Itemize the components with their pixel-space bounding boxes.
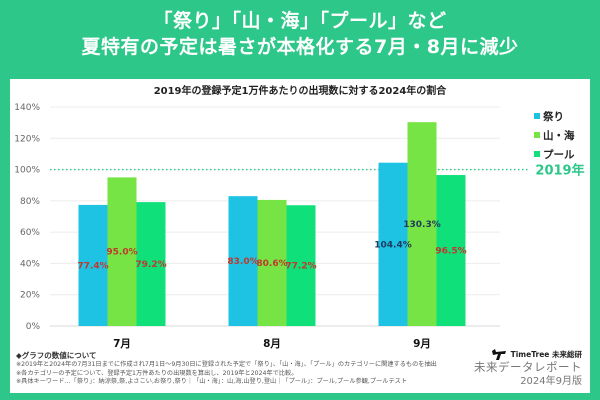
y-tick-label: 60% — [20, 228, 40, 238]
headline-line-2: 夏特有の予定は暑さが本格化する7月・8月に減少 — [81, 36, 519, 58]
bar — [228, 196, 258, 326]
y-tick-label: 140% — [14, 103, 40, 113]
legend-swatch — [534, 132, 540, 138]
notes-line-3: ※具体キーワード…「祭り」：納涼祭,祭,よさこい,お祭り,祭り｜「山・海」：山,… — [16, 378, 408, 385]
legend-swatch — [534, 151, 540, 157]
bar-value-label: 80.6% — [256, 259, 287, 269]
bar-value-label: 83.0% — [227, 257, 258, 267]
notes-line-1: ※2019年と2024年の7月31日までに作成され7月1日〜9月30日に登録され… — [16, 361, 437, 368]
notes-heading: ◆グラフの数値について — [16, 351, 97, 360]
legend-label: 山・海 — [543, 129, 575, 142]
bar — [257, 199, 287, 326]
legend-label: プール — [543, 148, 575, 161]
bars — [78, 122, 466, 326]
bar-value-label: 79.2% — [135, 260, 166, 270]
bar — [378, 162, 408, 326]
chart-title: 2019年の登録予定1万件あたりの出現数に対する2024年の割合 — [154, 84, 448, 97]
y-tick-label: 100% — [14, 166, 40, 176]
y-tick-label: 120% — [14, 134, 40, 144]
bar-value-label: 95.0% — [106, 248, 137, 258]
bar-value-label: 96.5% — [435, 247, 466, 257]
bar-value-label: 130.3% — [403, 220, 441, 230]
bar — [436, 175, 466, 326]
reference-line-group: 2019年 — [50, 163, 585, 179]
bar — [136, 202, 166, 326]
bar — [407, 122, 437, 326]
chart-panel: 2019年の登録予定1万件あたりの出現数に対する2024年の割合 0% 20% 40… — [10, 79, 590, 393]
y-axis-ticks: 0% 20% 40% 60% 80% 100% 120% 140% — [14, 103, 40, 332]
x-category-label: 9月 — [413, 338, 431, 350]
headline: 「祭り」「山・海」「プール」など 夏特有の予定は暑さが本格化する7月・8月に減少 — [0, 8, 600, 60]
notes-line-2: ※各カテゴリーの予定について、登録予定1万件あたりの出現数を算出し、2019年と… — [16, 369, 298, 377]
x-category-label: 8月 — [263, 338, 281, 350]
x-category-label: 7月 — [113, 338, 131, 350]
legend-label: 祭り — [542, 110, 564, 123]
bar-value-label: 77.2% — [285, 262, 316, 272]
bar-value-label: 104.4% — [374, 240, 412, 250]
bar-value-label: 77.4% — [77, 261, 108, 271]
bar-chart: 2019年の登録予定1万件あたりの出現数に対する2024年の割合 0% 20% 40… — [14, 84, 585, 350]
reference-line-label: 2019年 — [535, 163, 584, 179]
legend-swatch — [534, 113, 540, 119]
y-tick-label: 0% — [26, 322, 41, 332]
y-tick-label: 80% — [20, 197, 40, 207]
bar — [78, 204, 108, 326]
headline-line-1: 「祭り」「山・海」「プール」など — [153, 10, 447, 32]
timetree-logo-icon — [491, 349, 506, 360]
notes: ◆グラフの数値について ※2019年と2024年の7月31日までに作成され7月1… — [16, 351, 456, 387]
report-title: 未来データレポート — [474, 360, 582, 374]
brand-name: TimeTree 未来総研 — [510, 350, 582, 359]
y-tick-label: 40% — [20, 259, 40, 269]
bar — [107, 177, 137, 326]
bar-labels: 77.4% 95.0% 79.2% 83.0%80.6%77.2% 104.4% 130.… — [77, 220, 466, 272]
y-tick-label: 20% — [20, 291, 40, 301]
report-date: 2024年9月版 — [520, 376, 582, 387]
brand-block: TimeTree 未来総研 未来データレポート 2024年9月版 — [474, 349, 582, 388]
x-axis-categories: 7月 8月 9月 — [113, 338, 431, 350]
bar — [286, 205, 316, 326]
